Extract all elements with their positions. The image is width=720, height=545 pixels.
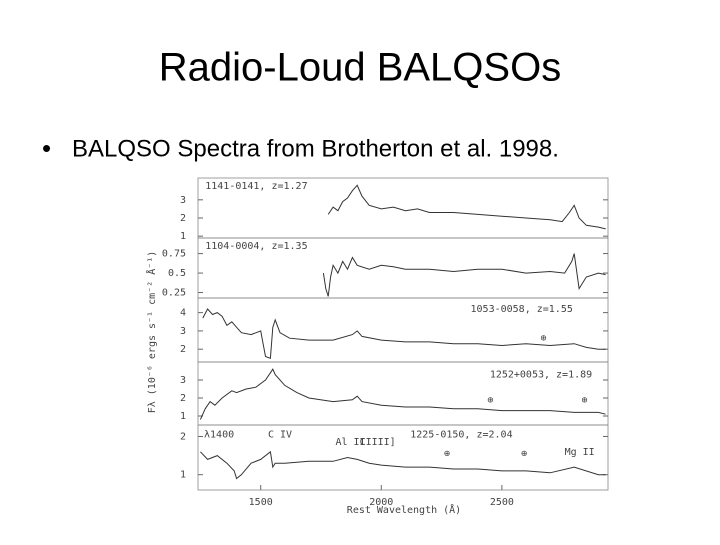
spectrum xyxy=(199,368,606,420)
annotation: C III] xyxy=(360,437,396,448)
bullet-text: BALQSO Spectra from Brotherton et al. 19… xyxy=(72,135,559,162)
annotation: ⊕ xyxy=(540,333,546,344)
annotation: 1225-0150, z=2.04 xyxy=(410,430,512,441)
spectrum xyxy=(200,450,606,480)
spectrum xyxy=(327,184,606,230)
y-tick-label: 2 xyxy=(180,431,186,442)
annotation: C IV xyxy=(268,430,292,441)
x-tick-label: 2000 xyxy=(369,497,393,508)
annotation: Mg II xyxy=(565,447,595,458)
annotation: ⊕ xyxy=(487,395,493,406)
y-tick-label: 2 xyxy=(180,344,186,355)
y-tick-label: 4 xyxy=(180,308,186,319)
x-axis-label: Rest Wavelength (Å) xyxy=(347,503,461,516)
y-tick-label: 1 xyxy=(180,231,186,242)
y-axis-label: Fλ (10⁻⁶ ergs s⁻¹ cm⁻² Å⁻¹) xyxy=(145,251,158,414)
annotation: λ1400 xyxy=(204,430,234,441)
y-tick-label: 1 xyxy=(180,470,186,481)
annotation: 1141-0141, z=1.27 xyxy=(205,181,307,192)
y-tick-label: 0.75 xyxy=(162,249,186,260)
spectrum xyxy=(322,253,606,297)
y-tick-label: 0.5 xyxy=(168,268,186,279)
y-tick-label: 3 xyxy=(180,375,186,386)
x-tick-label: 1500 xyxy=(249,497,273,508)
annotation: 1252+0053, z=1.89 xyxy=(490,370,592,381)
x-tick-label: 2500 xyxy=(490,497,514,508)
annotation: ⊕ xyxy=(581,395,587,406)
y-tick-label: 3 xyxy=(180,195,186,206)
annotation: Al III xyxy=(335,437,371,448)
annotation: 1104-0004, z=1.35 xyxy=(205,241,307,252)
y-tick-label: 3 xyxy=(180,326,186,337)
slide-title: Radio-Loud BALQSOs xyxy=(159,46,561,90)
y-tick-label: 2 xyxy=(180,393,186,404)
annotation: ⊕ xyxy=(521,449,527,460)
y-tick-label: 1 xyxy=(180,411,186,422)
y-tick-label: 0.25 xyxy=(162,288,186,299)
annotation: ⊕ xyxy=(444,449,450,460)
panel-frame xyxy=(197,424,609,491)
y-tick-label: 2 xyxy=(180,213,186,224)
figure: Rest Wavelength (Å) Fλ (10⁻⁶ ergs s⁻¹ cm… xyxy=(145,177,609,516)
spectrum xyxy=(202,308,606,359)
bullet-dot: • xyxy=(42,133,51,163)
annotation: 1053-0058, z=1.55 xyxy=(471,304,573,315)
